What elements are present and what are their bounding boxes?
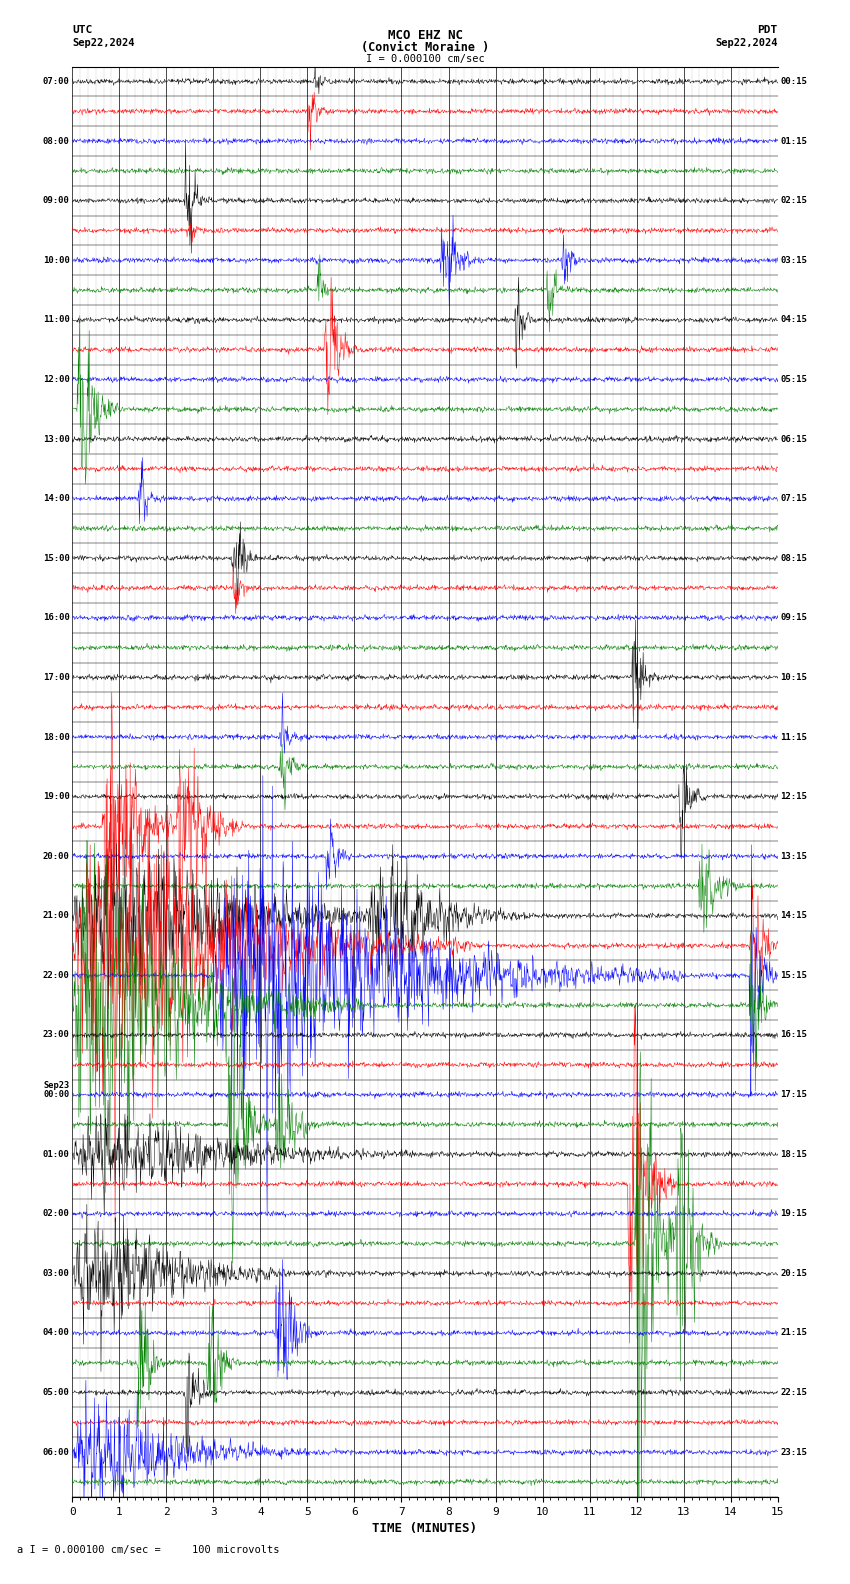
Text: 12:15: 12:15 xyxy=(780,792,808,802)
Text: 05:15: 05:15 xyxy=(780,375,808,383)
Text: 01:15: 01:15 xyxy=(780,136,808,146)
Text: 17:00: 17:00 xyxy=(42,673,70,681)
Text: I = 0.000100 cm/sec: I = 0.000100 cm/sec xyxy=(366,54,484,63)
Text: 07:00: 07:00 xyxy=(42,78,70,86)
Text: 00:00: 00:00 xyxy=(43,1090,70,1099)
Text: 22:00: 22:00 xyxy=(42,971,70,980)
Text: 18:15: 18:15 xyxy=(780,1150,808,1158)
Text: 05:00: 05:00 xyxy=(42,1388,70,1397)
Text: 11:00: 11:00 xyxy=(42,315,70,325)
Text: 12:00: 12:00 xyxy=(42,375,70,383)
Text: 21:15: 21:15 xyxy=(780,1329,808,1337)
Text: 13:00: 13:00 xyxy=(42,434,70,444)
Text: 06:00: 06:00 xyxy=(42,1448,70,1457)
Text: 03:00: 03:00 xyxy=(42,1269,70,1278)
Text: 14:15: 14:15 xyxy=(780,911,808,920)
Text: 01:00: 01:00 xyxy=(42,1150,70,1158)
Text: 21:00: 21:00 xyxy=(42,911,70,920)
Text: 18:00: 18:00 xyxy=(42,732,70,741)
Text: 19:00: 19:00 xyxy=(42,792,70,802)
Text: Sep22,2024: Sep22,2024 xyxy=(72,38,135,48)
Text: 20:15: 20:15 xyxy=(780,1269,808,1278)
Text: Sep22,2024: Sep22,2024 xyxy=(715,38,778,48)
Text: UTC: UTC xyxy=(72,25,93,35)
Text: 06:15: 06:15 xyxy=(780,434,808,444)
Text: 10:15: 10:15 xyxy=(780,673,808,681)
Text: 15:15: 15:15 xyxy=(780,971,808,980)
Text: 09:15: 09:15 xyxy=(780,613,808,623)
X-axis label: TIME (MINUTES): TIME (MINUTES) xyxy=(372,1522,478,1535)
Text: 00:15: 00:15 xyxy=(780,78,808,86)
Text: 02:00: 02:00 xyxy=(42,1209,70,1218)
Text: 11:15: 11:15 xyxy=(780,732,808,741)
Text: 23:00: 23:00 xyxy=(42,1031,70,1039)
Text: MCO EHZ NC: MCO EHZ NC xyxy=(388,29,462,41)
Text: 08:00: 08:00 xyxy=(42,136,70,146)
Text: 19:15: 19:15 xyxy=(780,1209,808,1218)
Text: 23:15: 23:15 xyxy=(780,1448,808,1457)
Text: 03:15: 03:15 xyxy=(780,255,808,265)
Text: Sep23: Sep23 xyxy=(43,1080,70,1090)
Text: PDT: PDT xyxy=(757,25,778,35)
Text: 07:15: 07:15 xyxy=(780,494,808,504)
Text: 22:15: 22:15 xyxy=(780,1388,808,1397)
Text: 04:15: 04:15 xyxy=(780,315,808,325)
Text: 15:00: 15:00 xyxy=(42,554,70,562)
Text: 16:00: 16:00 xyxy=(42,613,70,623)
Text: 20:00: 20:00 xyxy=(42,852,70,860)
Text: 14:00: 14:00 xyxy=(42,494,70,504)
Text: 09:00: 09:00 xyxy=(42,196,70,204)
Text: 13:15: 13:15 xyxy=(780,852,808,860)
Text: 16:15: 16:15 xyxy=(780,1031,808,1039)
Text: 10:00: 10:00 xyxy=(42,255,70,265)
Text: 08:15: 08:15 xyxy=(780,554,808,562)
Text: 17:15: 17:15 xyxy=(780,1090,808,1099)
Text: a I = 0.000100 cm/sec =     100 microvolts: a I = 0.000100 cm/sec = 100 microvolts xyxy=(17,1546,280,1555)
Text: 04:00: 04:00 xyxy=(42,1329,70,1337)
Text: 02:15: 02:15 xyxy=(780,196,808,204)
Text: (Convict Moraine ): (Convict Moraine ) xyxy=(361,41,489,54)
